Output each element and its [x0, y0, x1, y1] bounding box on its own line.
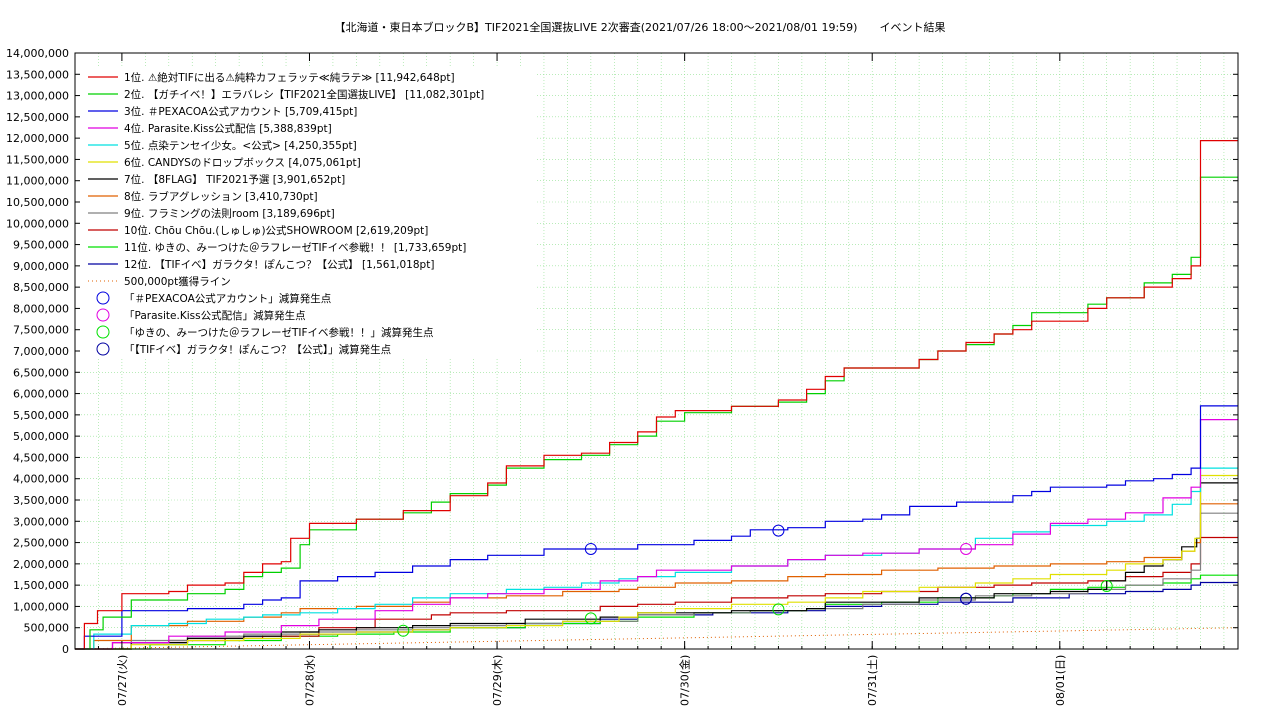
legend-entry: 10位. Chōu Chōu.(しゅしゅ)公式SHOWROOM [2,619,2…: [124, 224, 428, 237]
y-tick-label: 8,500,000: [13, 281, 69, 294]
y-tick-label: 1,500,000: [13, 579, 69, 592]
y-tick-label: 3,500,000: [13, 494, 69, 507]
y-tick-label: 12,000,000: [6, 132, 69, 145]
subtraction-marker-3: [397, 624, 410, 637]
y-tick-label: 8,000,000: [13, 302, 69, 315]
legend-marker: [96, 308, 110, 322]
legend-entry: 1位. ⚠絶対TIFに出る⚠純粋カフェラッテ≪純ラテ≫ [11,942,648p…: [124, 71, 455, 84]
y-tick-label: 6,000,000: [13, 388, 69, 401]
y-tick-label: 2,000,000: [13, 558, 69, 571]
legend-entry: 500,000pt獲得ライン: [124, 275, 231, 288]
legend-entry: 4位. Parasite.Kiss公式配信 [5,388,839pt]: [124, 122, 332, 135]
legend-background: [80, 67, 535, 359]
legend-entry: 7位. 【8FLAG】 TIF2021予選 [3,901,652pt]: [124, 173, 345, 186]
series-line-9: [75, 512, 1238, 650]
subtraction-marker-4: [960, 592, 973, 605]
legend: 1位. ⚠絶対TIFに出る⚠純粋カフェラッテ≪純ラテ≫ [11,942,648p…: [80, 67, 535, 359]
x-tick-label: 07/28(水): [303, 655, 316, 706]
legend-entry: 「＃PEXACOA公式アカウント」減算発生点: [124, 292, 331, 305]
y-tick-label: 2,500,000: [13, 537, 69, 550]
y-tick-label: 10,500,000: [6, 196, 69, 209]
y-tick-label: 4,500,000: [13, 451, 69, 464]
y-tick-label: 7,000,000: [13, 345, 69, 358]
x-tick-label: 07/29(木): [491, 655, 504, 706]
y-tick-label: 11,500,000: [6, 153, 69, 166]
y-tick-label: 9,000,000: [13, 260, 69, 273]
series-line-3: [75, 405, 1238, 650]
subtraction-marker-3: [1100, 579, 1113, 592]
legend-entry: 「【TIFイベ】ガラクタ！ぽんこつ？【公式】」減算発生点: [124, 343, 391, 356]
y-tick-label: 14,000,000: [6, 47, 69, 60]
subtraction-marker-3: [772, 603, 785, 616]
y-tick-label: 13,500,000: [6, 68, 69, 81]
y-tick-label: 3,000,000: [13, 515, 69, 528]
subtraction-marker-1: [584, 542, 597, 555]
legend-entry: 6位. CANDYSのドロップボックス [4,075,061pt]: [124, 156, 361, 169]
x-tick-label: 07/30(金): [678, 655, 692, 706]
axes: 0 500,000 1,000,000 1,500,000 2,000,000 2,500…: [6, 47, 1238, 706]
y-tick-label: 13,000,000: [6, 90, 69, 103]
x-tick-label: 07/27(火): [116, 655, 129, 706]
series-line-12: [75, 581, 1238, 650]
y-tick-label: 7,500,000: [13, 324, 69, 337]
y-tick-label: 9,500,000: [13, 239, 69, 252]
subtraction-marker-2: [960, 542, 973, 555]
legend-marker: [96, 325, 110, 339]
legend-entry: 11位. ゆきの、みーつけた＠ラフレーゼTIFイベ参戦！！ [1,733,659…: [124, 241, 466, 254]
subtraction-markers: [397, 524, 1113, 637]
series-lines: [75, 140, 1238, 650]
legend-marker: [96, 291, 110, 305]
legend-entry: 8位. ラブアグレッション [3,410,730pt]: [124, 190, 318, 203]
y-tick-label: 5,000,000: [13, 430, 69, 443]
y-tick-label: 6,500,000: [13, 366, 69, 379]
y-tick-label: 1,000,000: [13, 600, 69, 613]
legend-entry: 「Parasite.Kiss公式配信」減算発生点: [124, 309, 306, 322]
legend-entry: 2位. 【ガチイベ！】エラバレシ【TIF2021全国選抜LIVE】 [11,08…: [124, 88, 484, 101]
series-line-6: [75, 474, 1238, 650]
series-line-1: [75, 140, 1238, 650]
subtraction-marker-1: [772, 524, 785, 537]
y-tick-label: 10,000,000: [6, 217, 69, 230]
chart-title: 【北海道・東日本ブロックB】TIF2021全国選抜LIVE 2次審査(2021/…: [335, 20, 946, 34]
y-tick-label: 0: [62, 643, 69, 656]
series-line-7: [75, 482, 1238, 650]
legend-entry: 5位. 点染テンセイ少女。<公式> [4,250,355pt]: [124, 139, 357, 152]
y-tick-label: 12,500,000: [6, 111, 69, 124]
legend-entry: 9位. フラミングの法則room [3,189,696pt]: [124, 207, 335, 220]
y-tick-label: 11,000,000: [6, 175, 69, 188]
y-tick-label: 5,500,000: [13, 409, 69, 422]
legend-entry: 3位. ＃PEXACOA公式アカウント [5,709,415pt]: [124, 105, 357, 118]
legend-entry: 12位. 【TIFイベ】ガラクタ！ぽんこつ？【公式】 [1,561,018pt]: [124, 258, 434, 271]
y-tick-label: 4,000,000: [13, 473, 69, 486]
subtraction-marker-3: [584, 612, 597, 625]
legend-marker: [96, 342, 110, 356]
x-tick-label: 08/01(日): [1054, 655, 1067, 706]
series-line-8: [75, 503, 1238, 650]
series-line-4: [75, 419, 1238, 650]
x-tick-label: 07/31(土): [866, 655, 879, 706]
y-tick-label: 500,000: [24, 622, 70, 635]
series-line-5: [75, 467, 1238, 650]
legend-entry: 「ゆきの、みーつけた＠ラフレーゼTIFイベ参戦！！」減算発生点: [124, 326, 434, 339]
